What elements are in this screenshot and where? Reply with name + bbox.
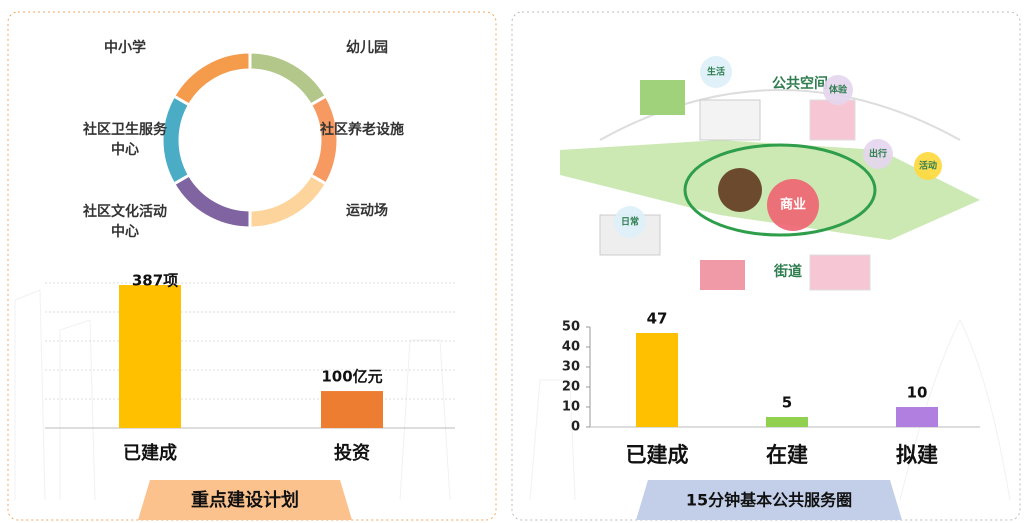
y-tick-label: 10: [562, 400, 580, 415]
page: 生活公共空间体验出行活动商业日常街道 387项已建成 100亿元投资重点建设计划 0 1…: [0, 0, 1027, 523]
value-label: 47: [647, 310, 668, 328]
value-label: 10: [907, 384, 928, 402]
x-tick-label: 投资: [334, 442, 370, 464]
pie-label: 中小学: [79, 38, 171, 58]
bar: [896, 407, 938, 427]
x-tick-label: 已建成: [626, 443, 689, 467]
y-tick-label: 30: [562, 360, 580, 375]
pie-label: 社区卫生服务中心: [79, 120, 171, 160]
y-tick-label: 40: [562, 340, 580, 355]
illustration-label: 出行: [869, 148, 887, 160]
left-panel: [8, 12, 496, 520]
y-tick-label: 0: [571, 420, 580, 435]
x-tick-label: 在建: [766, 443, 808, 467]
pie-label: 运动场: [321, 201, 413, 221]
illustration-label: 体验: [829, 84, 848, 96]
illustration-label: 日常: [621, 216, 639, 228]
y-tick-label: 50: [562, 320, 580, 335]
pie-label: 社区养老设施: [316, 120, 408, 140]
bar: [766, 417, 808, 427]
illustration-label: 街道: [773, 263, 802, 280]
bar: [119, 285, 181, 428]
canvas: 生活公共空间体验出行活动商业日常街道 387项已建成 100亿元投资重点建设计划 0 1…: [0, 0, 1027, 523]
value-label: 387项: [132, 272, 178, 290]
x-tick-label: 拟建: [896, 443, 938, 467]
illustration-label: 公共空间: [772, 75, 828, 92]
y-tick-label: 20: [562, 380, 580, 395]
pie-label: 社区文化活动中心: [79, 202, 171, 242]
illustration-label: 生活: [707, 66, 725, 78]
illustration-label: 活动: [919, 160, 937, 172]
bar: [321, 391, 383, 428]
bar: [636, 333, 678, 427]
value-label: 5: [782, 394, 792, 412]
illustration-label: 商业: [780, 197, 806, 213]
chart-title: 15分钟基本公共服务圈: [686, 491, 852, 510]
value-label: 100亿元: [321, 368, 382, 386]
x-tick-label: 已建成: [123, 442, 177, 464]
chart-title: 重点建设计划: [191, 489, 299, 511]
pie-label: 幼儿园: [321, 38, 413, 58]
